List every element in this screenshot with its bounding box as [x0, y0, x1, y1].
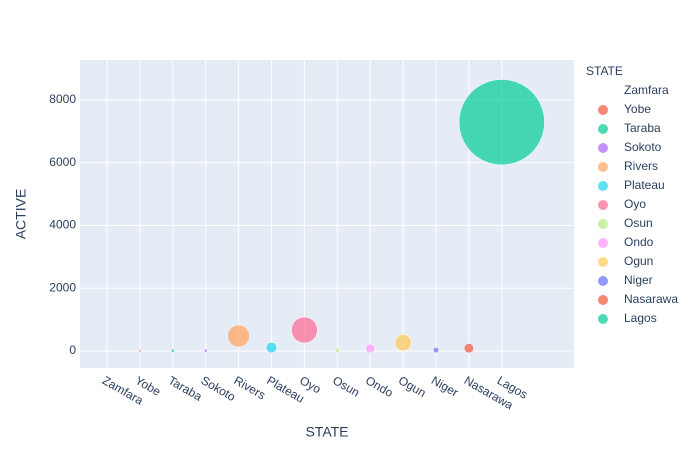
y-tick-label: 4000	[49, 218, 76, 232]
y-axis-title: ACTIVE	[13, 189, 29, 240]
legend-symbol	[598, 162, 608, 172]
legend-label: Ondo	[624, 235, 654, 249]
legend-symbol	[598, 314, 608, 324]
x-tick-label: Rivers	[232, 373, 268, 402]
bubble	[433, 347, 439, 354]
legend-label: Zamfara	[624, 83, 669, 97]
x-tick-label: Osun	[330, 373, 362, 399]
legend-symbol	[598, 105, 608, 115]
x-axis-title: STATE	[305, 424, 348, 440]
legend-label: Yobe	[624, 102, 651, 116]
legend-label: Ogun	[624, 254, 653, 268]
legend-label: Rivers	[624, 159, 658, 173]
legend-label: Oyo	[624, 197, 646, 211]
legend-symbol	[598, 295, 608, 305]
legend-label: Nasarawa	[624, 292, 678, 306]
bubble	[463, 343, 474, 354]
bubble	[170, 348, 175, 353]
x-tick-label: Ondo	[363, 373, 396, 400]
legend-label: Sokoto	[624, 140, 662, 154]
y-tick-label: 0	[69, 343, 76, 357]
legend-symbol	[598, 200, 608, 210]
y-tick-label: 8000	[49, 92, 76, 106]
legend-title: STATE	[586, 64, 623, 78]
x-tick-label: Sokoto	[199, 373, 239, 404]
legend-symbol	[598, 219, 608, 229]
y-tick-label: 6000	[49, 155, 76, 169]
bubble	[138, 349, 142, 353]
legend-symbol	[598, 181, 608, 191]
bubble	[365, 343, 375, 354]
bubble	[203, 348, 208, 353]
legend-label: Taraba	[624, 121, 661, 135]
legend-symbol	[598, 276, 608, 286]
x-tick-label: Plateau	[264, 373, 306, 405]
legend-symbol	[598, 124, 608, 134]
legend-symbol	[598, 238, 608, 248]
legend-label: Plateau	[624, 178, 665, 192]
bubble	[266, 342, 277, 354]
x-tick-label: Taraba	[166, 373, 205, 404]
legend-symbol	[598, 257, 608, 267]
legend-label: Lagos	[624, 311, 657, 325]
y-tick-label: 2000	[49, 280, 76, 294]
x-tick-label: Niger	[429, 373, 461, 399]
x-tick-label: Ogun	[396, 373, 428, 400]
legend-label: Niger	[624, 273, 653, 287]
legend-symbol	[598, 143, 608, 153]
bubble	[291, 316, 318, 344]
bubble	[227, 324, 250, 348]
bubble	[334, 347, 340, 353]
bubble	[458, 79, 545, 166]
legend-label: Osun	[624, 216, 653, 230]
bubble	[394, 334, 412, 352]
